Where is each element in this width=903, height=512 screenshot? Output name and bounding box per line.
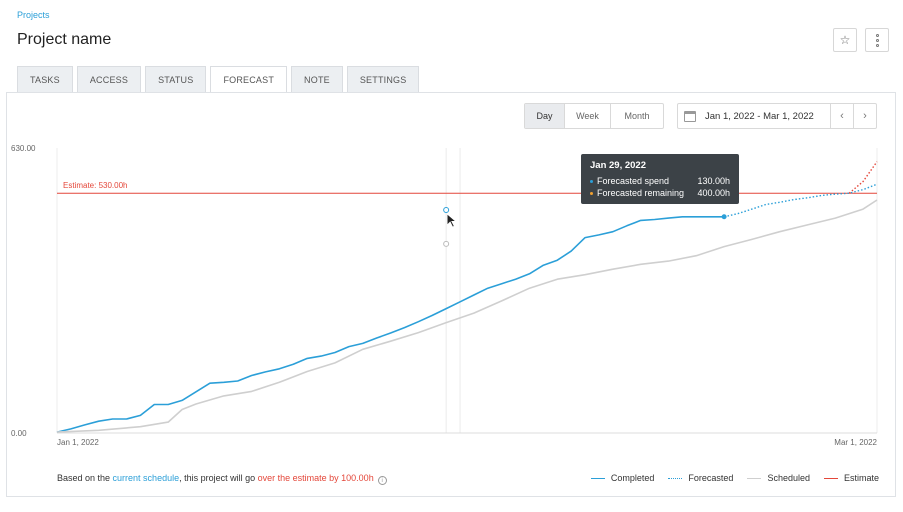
legend-forecasted[interactable]: Forecasted	[668, 473, 733, 483]
mouse-cursor-icon	[446, 213, 457, 228]
more-options-button[interactable]	[865, 28, 889, 52]
forecast-chart: 630.00 0.00 Jan 1, 2022 Mar 1, 2022 Estimate…	[11, 144, 878, 447]
tooltip-label: Forecasted spend	[597, 176, 670, 186]
tooltip-value: 400.00h	[697, 188, 730, 198]
series-line-completed	[56, 216, 725, 433]
prev-range-button[interactable]: ‹	[830, 104, 853, 128]
forecasted-hover-point	[443, 206, 450, 213]
next-range-button[interactable]: ›	[853, 104, 876, 128]
x-tick-label: Jan 1, 2022	[57, 438, 99, 447]
series-line-forecasted	[848, 161, 878, 194]
chart-tooltip: Jan 29, 2022 Forecasted spend 130.00h Fo…	[581, 154, 739, 204]
legend-swatch	[590, 477, 605, 479]
summary-prefix: Based on the	[57, 473, 113, 483]
range-day-button[interactable]: Day	[525, 104, 565, 128]
current-schedule-link[interactable]: current schedule	[112, 473, 180, 483]
info-icon[interactable]: i	[377, 476, 387, 485]
legend-swatch	[747, 477, 762, 479]
forecast-panel: Day Week Month Jan 1, 2022 - Mar 1, 2022…	[6, 92, 896, 497]
y-tick-label: 0.00	[11, 429, 27, 438]
summary-middle: , this project will go	[179, 473, 258, 483]
forecasted-spend-dot	[590, 180, 593, 183]
star-icon: ☆	[839, 33, 851, 47]
x-tick-label: Mar 1, 2022	[834, 438, 877, 447]
tab-tasks[interactable]: TASKS	[17, 66, 73, 92]
legend-label: Estimate	[843, 473, 879, 483]
legend-estimate[interactable]: Estimate	[823, 473, 879, 483]
estimate-label: Estimate: 530.00h	[63, 181, 127, 190]
tooltip-date: Jan 29, 2022	[590, 160, 646, 171]
tooltip-row: Forecasted spend 130.00h	[590, 175, 730, 187]
legend-label: Scheduled	[767, 473, 810, 483]
tooltip-label: Forecasted remaining	[597, 188, 685, 198]
tab-forecast[interactable]: FORECAST	[210, 66, 288, 93]
legend-swatch	[823, 477, 838, 479]
y-tick-label: 630.00	[11, 144, 36, 153]
chevron-right-icon: ›	[863, 110, 867, 122]
favorite-button[interactable]: ☆	[833, 28, 857, 52]
forecasted-remaining-dot	[590, 192, 593, 195]
more-vertical-icon	[875, 33, 879, 47]
tab-note[interactable]: NOTE	[291, 66, 343, 92]
scheduled-hover-point	[443, 240, 450, 247]
legend-completed[interactable]: Completed	[590, 473, 655, 483]
date-range-picker[interactable]: Jan 1, 2022 - Mar 1, 2022 ‹ ›	[677, 103, 877, 129]
calendar-icon	[684, 110, 696, 122]
chart-legend: Completed Forecasted Scheduled Estimate	[590, 473, 879, 483]
forecast-summary: Based on the current schedule, this proj…	[57, 473, 387, 485]
tooltip-value: 130.00h	[697, 176, 730, 186]
date-range-text: Jan 1, 2022 - Mar 1, 2022	[705, 110, 814, 122]
tooltip-row: Forecasted remaining 400.00h	[590, 187, 730, 199]
legend-swatch	[668, 477, 683, 479]
over-estimate-text: over the estimate by 100.00h	[257, 473, 374, 483]
series-line-forecasted	[723, 183, 878, 218]
breadcrumb[interactable]: Projects	[17, 10, 50, 20]
page-title: Project name	[17, 31, 112, 48]
legend-label: Completed	[610, 473, 655, 483]
series-line-scheduled	[56, 199, 878, 433]
legend-scheduled[interactable]: Scheduled	[747, 473, 810, 483]
tab-status[interactable]: STATUS	[145, 66, 207, 92]
tab-bar: TASKS ACCESS STATUS FORECAST NOTE SETTIN…	[17, 66, 423, 93]
chevron-left-icon: ‹	[840, 110, 844, 122]
legend-label: Forecasted	[688, 473, 734, 483]
range-month-button[interactable]: Month	[624, 111, 650, 121]
range-selector: Day Week Month	[524, 103, 664, 129]
range-week-button[interactable]: Week	[565, 104, 611, 128]
tab-settings[interactable]: SETTINGS	[346, 66, 420, 92]
tab-access[interactable]: ACCESS	[76, 66, 142, 92]
completed-end-point	[721, 214, 727, 220]
